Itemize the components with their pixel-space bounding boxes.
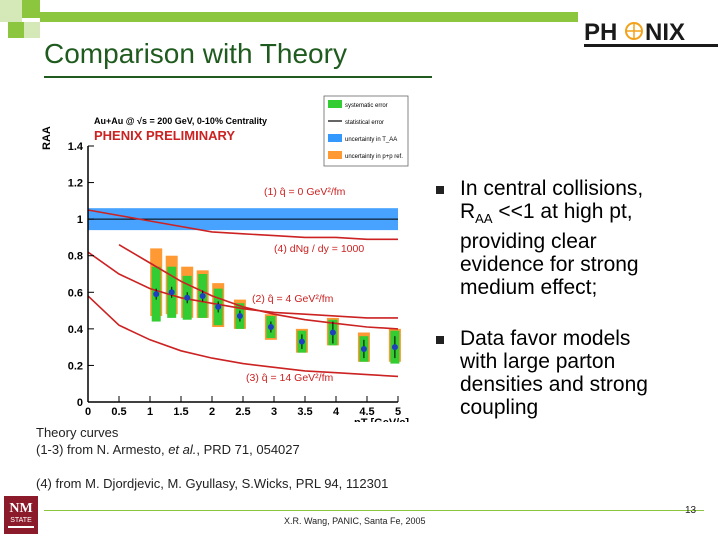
legend-swatch	[328, 134, 342, 142]
y-tick-label: 0.2	[68, 360, 83, 372]
slide-title: Comparison with Theory	[44, 38, 347, 69]
references: Theory curves (1-3) from N. Armesto, et …	[36, 424, 388, 492]
y-tick-label: 0.4	[68, 324, 84, 336]
bullet-marker	[436, 336, 444, 344]
x-tick-label: 4	[333, 406, 340, 418]
theory-curve	[87, 209, 398, 241]
chart-header: Au+Au @ √s = 200 GeV, 0-10% Centrality	[94, 116, 267, 126]
curve-label: (2) q̂ = 4 GeV²/fm	[252, 293, 334, 305]
data-point	[360, 345, 367, 352]
bullet-1-line: RAA <<1 at high pt,	[460, 200, 643, 230]
ref-armesto-suffix: , PRD 71, 054027	[196, 442, 300, 457]
svg-text:STATE: STATE	[10, 517, 32, 524]
ref-heading: Theory curves	[36, 425, 119, 440]
data-point	[153, 291, 160, 298]
ref-djordjevic: (4) from M. Djordjevic, M. Gyullasy, S.W…	[36, 476, 389, 491]
curve-label: (3) q̂ = 14 GeV²/fm	[246, 372, 333, 384]
svg-text:NM: NM	[9, 501, 32, 516]
y-tick-label: 0	[77, 397, 83, 409]
data-point	[329, 329, 336, 336]
data-point	[168, 289, 175, 296]
svg-text:PH: PH	[584, 19, 617, 46]
bullet-1-line: medium effect;	[460, 276, 598, 300]
x-tick-label: 0	[85, 406, 91, 418]
bullet-1-line: providing clear	[460, 230, 597, 254]
bullet-1: In central collisions, RAA <<1 at high p…	[460, 177, 643, 299]
y-tick-label: 1.2	[68, 178, 83, 190]
data-point	[391, 344, 398, 351]
curve-label: (1) q̂ = 0 GeV²/fm	[264, 186, 346, 198]
x-tick-label: 3.5	[297, 406, 312, 418]
header-bar	[40, 12, 578, 22]
legend-label: systematic error	[345, 103, 388, 109]
x-tick-label: 2.5	[235, 406, 250, 418]
x-tick-label: 1	[147, 406, 153, 418]
curve-label: (4) dNg / dy = 1000	[274, 243, 364, 255]
data-point	[298, 338, 305, 345]
bullet-1-line: In central collisions,	[460, 177, 644, 200]
y-tick-label: 1	[77, 214, 83, 226]
legend-label: uncertainty in p+p ref.	[345, 154, 403, 160]
bullet-marker	[436, 186, 444, 194]
bullet-2-line: Data favor models	[460, 327, 631, 350]
x-tick-label: 0.5	[111, 406, 126, 418]
data-point	[184, 294, 191, 301]
theory-curve	[87, 295, 399, 378]
ref-armesto-prefix: (1-3) from N. Armesto,	[36, 442, 169, 457]
ref-armesto-etal: et al.	[168, 442, 197, 457]
phenix-logo: PH NIX	[582, 12, 720, 52]
bullet-2-line: coupling	[460, 396, 539, 419]
data-point	[199, 292, 206, 299]
raa-text: <<1 at high pt,	[492, 200, 633, 223]
x-tick-label: 2	[209, 406, 215, 418]
x-tick-label: 1.5	[173, 406, 188, 418]
raa-chart: 0 0.2 0.4 0.6 0.8 1 1.2 1.4 0 0.5 1 1.5 2 2.5 3 3.5 4 4.5…	[36, 92, 416, 422]
theory-curve	[87, 251, 398, 319]
data-point	[215, 303, 222, 310]
legend-swatch	[328, 151, 342, 159]
data-point	[267, 324, 274, 331]
svg-text:NIX: NIX	[645, 19, 685, 46]
x-axis-label: pT [GeV/c]	[354, 417, 409, 422]
legend-swatch	[328, 100, 342, 108]
x-tick-label: 3	[271, 406, 277, 418]
y-axis-label: RAA	[41, 126, 53, 150]
bullet-1-line: evidence for strong	[460, 253, 639, 277]
nmsu-logo: NM STATE	[4, 496, 38, 534]
deco-square	[24, 22, 40, 38]
x-tick-label: 4.5	[359, 406, 374, 418]
page-number: 13	[685, 505, 697, 516]
chart-banner: PHENIX PRELIMINARY	[94, 128, 235, 143]
x-tick-label: 5	[395, 406, 401, 418]
data-point	[236, 313, 243, 320]
footer-rule	[44, 510, 704, 511]
title-underline	[44, 76, 432, 78]
deco-square	[8, 22, 24, 38]
y-tick-label: 0.6	[68, 287, 83, 299]
bullet-2: Data favor models with large parton dens…	[460, 327, 648, 419]
footer-credit: X.R. Wang, PANIC, Santa Fe, 2005	[284, 516, 426, 526]
legend-label: uncertainty in T_AA	[345, 137, 397, 143]
bullet-2-line: with large parton	[460, 350, 616, 373]
raa-symbol: R	[460, 200, 476, 223]
raa-subscript: AA	[475, 211, 493, 227]
legend-label: statistical error	[345, 120, 384, 126]
deco-square	[0, 0, 22, 22]
y-tick-label: 0.8	[68, 251, 83, 263]
ref-armesto: (1-3) from N. Armesto, et al., PRD 71, 0…	[36, 441, 388, 458]
y-tick-label: 1.4	[68, 141, 84, 153]
bullet-2-line: densities and strong	[460, 373, 648, 396]
deco-square	[22, 0, 40, 18]
